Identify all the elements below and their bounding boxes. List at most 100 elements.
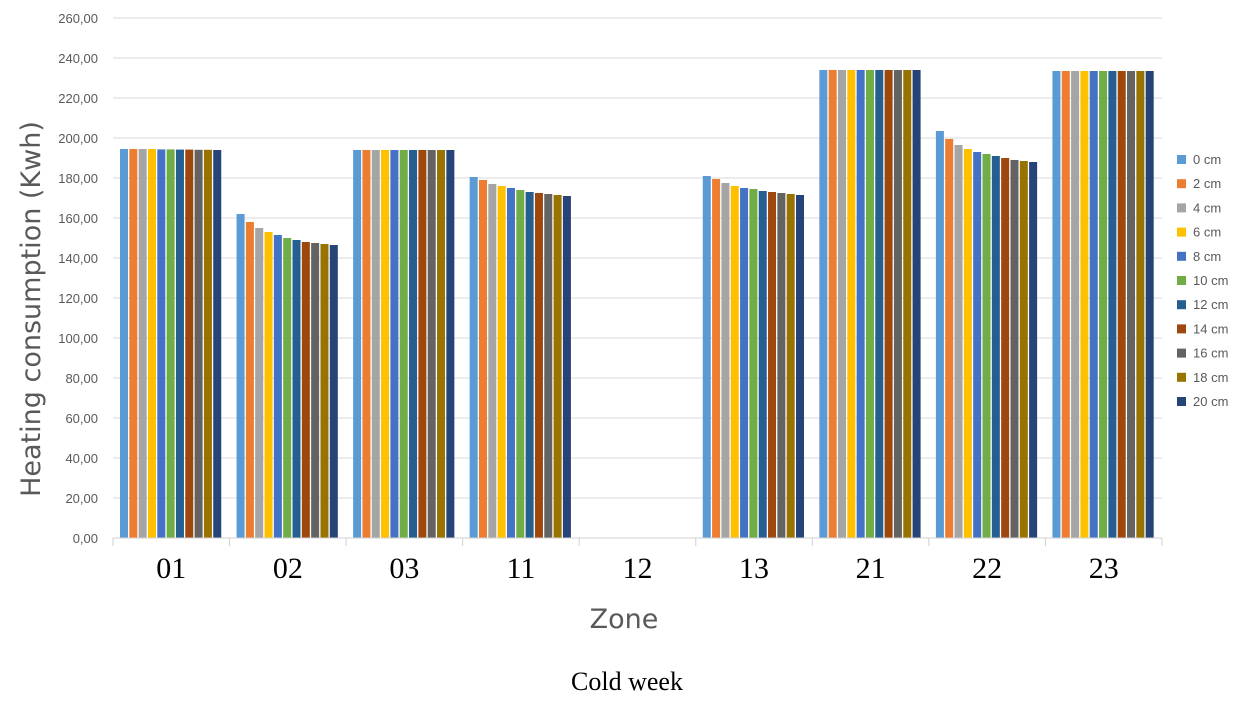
x-tick-label: 21 — [856, 552, 886, 585]
legend-label: 8 cm — [1193, 249, 1221, 264]
bar — [245, 222, 254, 538]
x-tick-label: 02 — [273, 552, 303, 585]
y-tick-label: 160,00 — [58, 211, 98, 226]
bar — [516, 190, 525, 538]
bar — [562, 196, 571, 538]
y-tick-label: 240,00 — [58, 51, 98, 66]
y-tick-label: 200,00 — [58, 131, 98, 146]
bar — [1127, 71, 1136, 538]
bar — [506, 188, 515, 538]
bar — [777, 193, 786, 538]
legend-label: 12 cm — [1193, 297, 1228, 312]
bar — [166, 149, 175, 538]
legend-swatch — [1177, 372, 1186, 382]
bar — [1080, 71, 1089, 538]
legend-swatch — [1177, 348, 1186, 358]
bar — [768, 192, 777, 538]
bar — [865, 70, 874, 538]
legend-swatch — [1177, 397, 1186, 406]
bar — [1001, 158, 1010, 538]
x-axis-ticks: 01 02 03 11 12 13 21 22 23 — [112, 538, 1163, 585]
legend-swatch — [1177, 227, 1186, 237]
legend-label: 16 cm — [1193, 346, 1228, 361]
x-tick-label: 22 — [972, 552, 1002, 585]
bar — [796, 195, 805, 538]
bar — [371, 150, 380, 538]
legend-label: 0 cm — [1193, 152, 1221, 167]
bar — [203, 149, 212, 539]
bar — [786, 194, 795, 538]
bar — [469, 177, 478, 538]
legend-label: 20 cm — [1193, 394, 1228, 409]
bar — [702, 176, 711, 538]
bar — [362, 150, 371, 538]
bar — [194, 149, 203, 539]
y-axis-ticks: 0,00 20,00 40,00 60,00 80,00 100,00 120,00 140,… — [58, 11, 98, 546]
bar — [147, 149, 156, 538]
y-tick-label: 140,00 — [58, 251, 98, 266]
bar — [935, 131, 944, 538]
bar — [138, 149, 147, 538]
legend-swatch — [1177, 155, 1186, 164]
x-tick-label: 23 — [1089, 552, 1119, 585]
bar — [478, 180, 488, 538]
bar — [749, 189, 758, 538]
y-tick-label: 100,00 — [58, 331, 98, 346]
bar — [418, 150, 427, 538]
bar — [740, 188, 749, 538]
bar — [963, 149, 972, 538]
legend-label: 6 cm — [1193, 225, 1221, 240]
bar — [292, 240, 301, 538]
y-tick-label: 80,00 — [65, 371, 98, 386]
bar — [1145, 71, 1154, 538]
y-tick-label: 40,00 — [65, 451, 98, 466]
bars — [120, 70, 1154, 539]
bar — [1108, 71, 1117, 538]
bar — [1136, 71, 1145, 538]
bar — [730, 186, 739, 538]
bar — [390, 150, 399, 538]
bar — [129, 149, 138, 538]
bar — [1052, 71, 1061, 538]
bar — [409, 150, 418, 538]
legend-swatch — [1177, 179, 1186, 189]
bar — [175, 149, 184, 538]
bar — [353, 150, 362, 538]
bar — [273, 235, 282, 538]
legend-swatch — [1177, 300, 1186, 310]
bar — [712, 179, 721, 538]
x-tick-label: 11 — [506, 552, 535, 585]
bar — [329, 245, 338, 538]
bar — [236, 214, 245, 538]
bar — [912, 70, 921, 538]
x-axis-title: Zone — [590, 604, 659, 635]
bar — [837, 70, 846, 538]
y-tick-label: 60,00 — [65, 411, 98, 426]
x-tick-label: 12 — [623, 552, 653, 585]
legend-label: 2 cm — [1193, 176, 1221, 191]
bar — [856, 70, 865, 538]
bar — [884, 70, 893, 538]
bar — [544, 194, 553, 538]
x-tick-label: 13 — [739, 552, 769, 585]
bar — [120, 149, 129, 538]
legend-swatch — [1177, 203, 1186, 213]
bar — [497, 186, 506, 538]
bar — [1071, 71, 1080, 538]
bar — [1117, 71, 1126, 538]
bar — [991, 156, 1000, 538]
legend-label: 14 cm — [1193, 321, 1228, 336]
y-axis-title: Heating consumption (Kwh) — [16, 121, 47, 497]
y-tick-label: 180,00 — [58, 171, 98, 186]
bar — [819, 70, 828, 538]
bar — [446, 150, 455, 538]
bar — [185, 149, 194, 538]
bar — [903, 70, 912, 538]
bar — [488, 184, 497, 538]
legend-label: 4 cm — [1193, 200, 1221, 215]
bar — [157, 149, 166, 538]
legend: 0 cm 2 cm 4 cm 6 cm 8 cm 10 cm 12 cm 14 cm 16 cm… — [1177, 152, 1228, 409]
bar — [982, 154, 991, 538]
bar — [758, 191, 767, 538]
